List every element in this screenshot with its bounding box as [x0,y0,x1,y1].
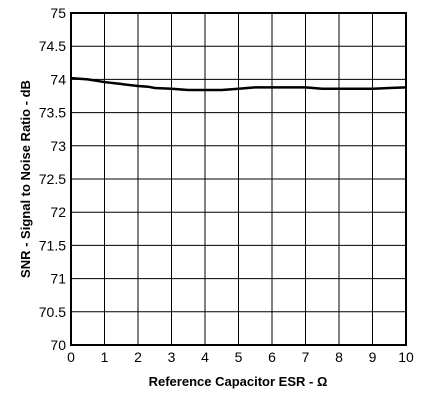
x-tick-label: 5 [235,349,243,365]
x-tick-labels: 0 1 2 3 4 5 6 7 8 9 10 [67,349,414,365]
grid [70,12,407,346]
y-tick-label: 70.5 [39,304,66,320]
y-tick-labels: 70 70.5 71 71.5 72 72.5 73 73.5 74 74.5 75 [39,5,66,353]
y-tick-label: 73 [50,138,66,154]
x-tick-label: 2 [134,349,142,365]
series-line [70,76,407,92]
x-tick-label: 6 [268,349,276,365]
y-tick-label: 72 [50,204,66,220]
plot-frame [70,12,407,346]
x-tick-label: 7 [302,349,310,365]
x-tick-label: 9 [369,349,377,365]
y-tick-label: 74.5 [39,38,66,54]
y-axis-title: SNR - Signal to Noise Ratio - dB [18,80,33,278]
x-tick-label: 8 [335,349,343,365]
y-tick-label: 71 [50,271,66,287]
y-tick-label: 74 [50,71,66,87]
x-tick-label: 3 [168,349,176,365]
y-tick-label: 70 [50,337,66,353]
y-tick-label: 72.5 [39,171,66,187]
x-tick-label: 4 [201,349,209,365]
y-tick-label: 73.5 [39,105,66,121]
y-tick-label: 71.5 [39,237,66,253]
series-layer [70,76,407,92]
x-axis-title: Reference Capacitor ESR - Ω [149,374,328,389]
x-tick-label: 10 [398,349,414,365]
y-tick-label: 75 [50,5,66,21]
x-tick-label: 1 [101,349,109,365]
x-tick-label: 0 [67,349,75,365]
